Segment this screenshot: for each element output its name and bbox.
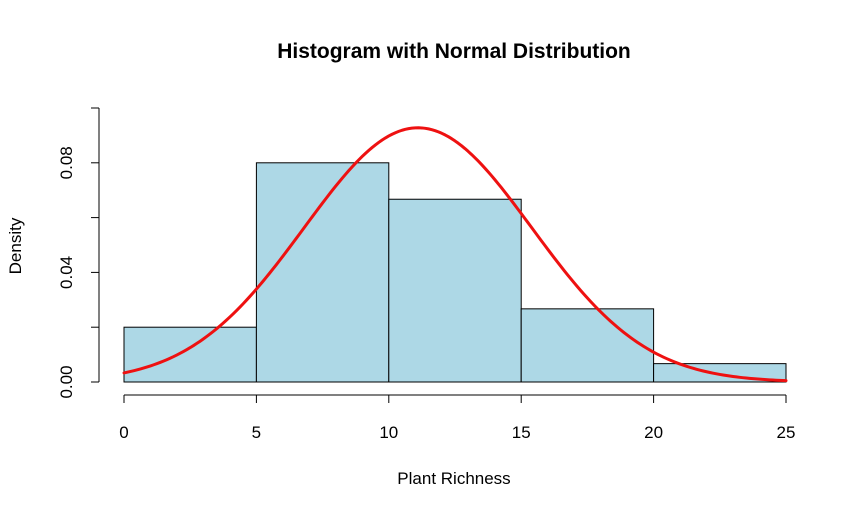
- y-axis: 0.00 0.04 0.08: [57, 107, 100, 399]
- x-axis-label: Plant Richness: [397, 469, 510, 488]
- bars-group: [123, 162, 787, 383]
- x-tick-label-1: 5: [252, 423, 261, 442]
- histogram-bar-3: [520, 308, 655, 383]
- x-tick-label-2: 10: [379, 423, 398, 442]
- x-tick-label-5: 25: [777, 423, 796, 442]
- normal-curve: [122, 126, 788, 383]
- x-axis: 0 5 10 15 20 25: [119, 394, 796, 442]
- y-axis-label: Density: [6, 217, 25, 274]
- y-tick-label-1: 0.04: [57, 256, 76, 289]
- x-tick-label-4: 20: [644, 423, 663, 442]
- histogram-bar-2: [388, 198, 522, 383]
- y-tick-label-0: 0.00: [57, 365, 76, 398]
- chart-title: Histogram with Normal Distribution: [277, 40, 631, 63]
- histogram-bar-0: [123, 326, 257, 383]
- histogram-bar-1: [255, 162, 390, 383]
- x-tick-label-3: 15: [512, 423, 531, 442]
- x-tick-label-0: 0: [119, 423, 128, 442]
- y-tick-label-2: 0.08: [57, 146, 76, 179]
